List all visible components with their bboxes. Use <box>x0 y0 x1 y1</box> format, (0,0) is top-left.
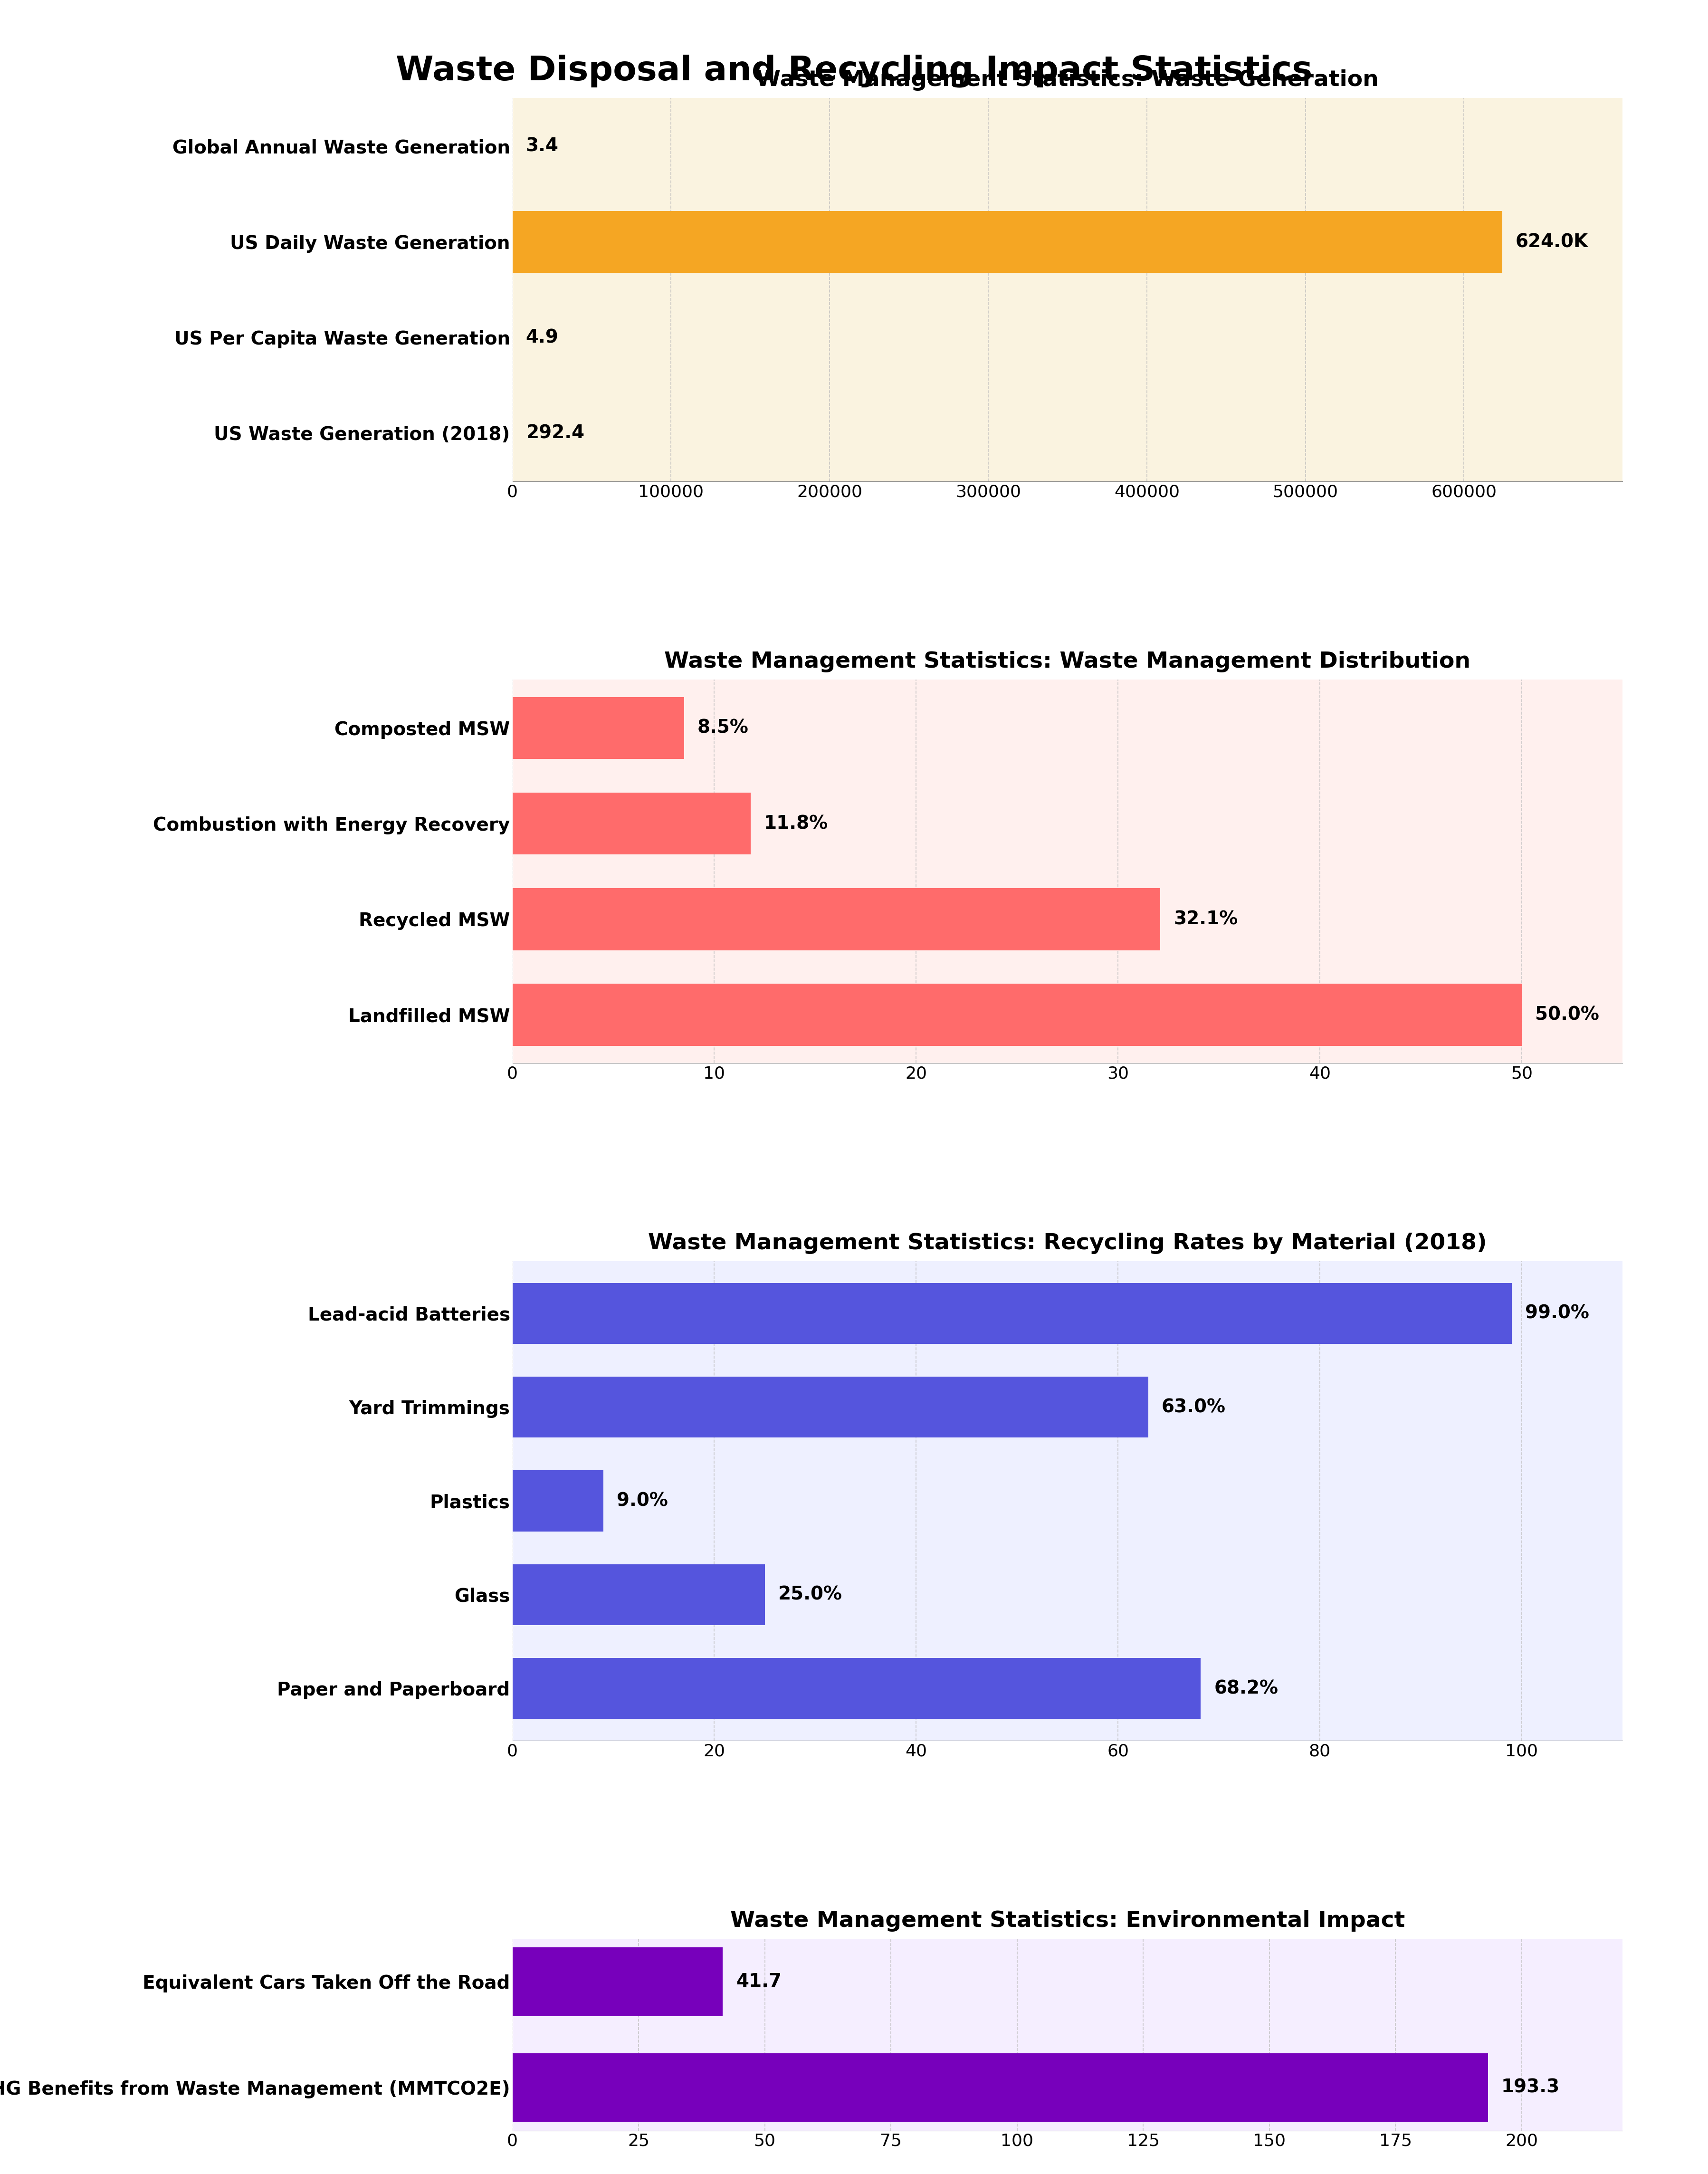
Bar <box>512 698 683 759</box>
Text: 25.0%: 25.0% <box>779 1585 842 1604</box>
Bar <box>512 1948 722 2015</box>
Text: 8.5%: 8.5% <box>697 720 748 737</box>
Text: 11.8%: 11.8% <box>763 815 828 833</box>
Text: 41.7: 41.7 <box>736 1972 782 1991</box>
Text: 4.9: 4.9 <box>526 328 559 346</box>
Text: 63.0%: 63.0% <box>1161 1398 1226 1415</box>
Text: 624.0K: 624.0K <box>1515 233 1588 250</box>
Title: Waste Management Statistics: Waste Management Distribution: Waste Management Statistics: Waste Manag… <box>664 650 1471 672</box>
Text: 3.4: 3.4 <box>526 137 559 154</box>
Bar <box>512 794 750 854</box>
Text: 9.0%: 9.0% <box>617 1491 668 1511</box>
Text: 99.0%: 99.0% <box>1525 1304 1588 1322</box>
Title: Waste Management Statistics: Recycling Rates by Material (2018): Waste Management Statistics: Recycling R… <box>647 1233 1488 1254</box>
Bar <box>512 887 1160 950</box>
Bar <box>512 983 1522 1046</box>
Bar <box>512 2052 1488 2122</box>
Text: 68.2%: 68.2% <box>1214 1681 1278 1698</box>
Bar <box>512 1565 765 1626</box>
Title: Waste Management Statistics: Environmental Impact: Waste Management Statistics: Environment… <box>729 1911 1406 1931</box>
Bar <box>512 1659 1201 1720</box>
Bar <box>512 1376 1148 1437</box>
Bar <box>512 1283 1512 1344</box>
Text: 292.4: 292.4 <box>526 424 584 441</box>
Text: 50.0%: 50.0% <box>1535 1007 1599 1024</box>
Title: Waste Management Statistics: Waste Generation: Waste Management Statistics: Waste Gener… <box>757 70 1378 91</box>
Text: Waste Disposal and Recycling Impact Statistics: Waste Disposal and Recycling Impact Stat… <box>396 54 1312 87</box>
Bar <box>512 1470 603 1530</box>
Text: 32.1%: 32.1% <box>1173 911 1238 928</box>
Text: 193.3: 193.3 <box>1501 2078 1559 2096</box>
Bar <box>512 211 1501 274</box>
